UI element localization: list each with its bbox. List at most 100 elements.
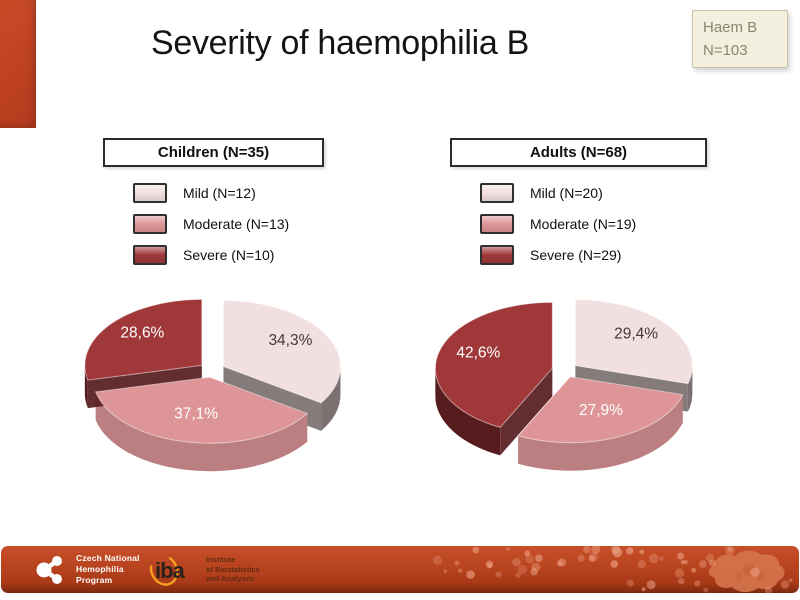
footer-dot — [443, 569, 447, 574]
footer-dot — [727, 547, 733, 552]
severe-swatch — [480, 245, 514, 265]
children-header: Children (N=35) — [103, 138, 324, 167]
adults-header: Adults (N=68) — [450, 138, 707, 167]
legend-label-severe: Severe (N=29) — [530, 247, 622, 263]
footer-dot — [705, 553, 715, 562]
footer-dots-decoration — [432, 546, 793, 593]
moderate-swatch — [133, 214, 167, 234]
iba-line1: Institute — [206, 554, 236, 564]
footer-dot — [699, 560, 707, 568]
badge-line2: N=103 — [703, 41, 748, 59]
legend-row-mild: Mild (N=20) — [480, 183, 636, 203]
footer-dot — [495, 571, 502, 578]
footer-dot — [750, 567, 760, 577]
footer-dot — [558, 558, 566, 567]
footer-dot — [678, 578, 685, 585]
footer-dot — [764, 586, 773, 593]
legend-label-mild: Mild (N=20) — [530, 185, 603, 201]
footer-dot — [626, 579, 634, 587]
svg-text:29,4%: 29,4% — [614, 326, 658, 343]
footer-dot — [641, 587, 646, 592]
footer-dot — [625, 547, 634, 555]
footer-dot — [506, 547, 511, 552]
moderate-swatch — [480, 214, 514, 234]
footer-dot — [780, 580, 790, 589]
footer-dot — [472, 546, 480, 554]
footer-dot — [694, 580, 701, 587]
legend-label-moderate: Moderate (N=13) — [183, 216, 290, 232]
footer-dot — [535, 554, 543, 562]
footer-dot — [457, 568, 463, 574]
legend-row-moderate: Moderate (N=19) — [480, 214, 636, 234]
slide-title: Severity of haemophilia B — [150, 24, 530, 62]
footer-dot — [677, 552, 685, 560]
iba-logo: iba Institute of Biostatistics and Analy… — [149, 550, 260, 590]
adults-legend: Mild (N=20) Moderate (N=19) Severe (N=29… — [480, 183, 636, 276]
legend-row-severe: Severe (N=10) — [133, 245, 289, 265]
footer-dot — [583, 546, 591, 554]
children-legend: Mild (N=12) Moderate (N=13) Severe (N=10… — [133, 183, 289, 276]
cnhp-molecule-icon — [36, 555, 62, 584]
iba-line3: and Analyses — [206, 574, 255, 584]
footer-dot — [577, 554, 585, 562]
legend-label-severe: Severe (N=10) — [183, 247, 275, 263]
footer-dot — [703, 587, 709, 593]
footer-dot — [588, 555, 596, 562]
iba-line2: of Biostatistics — [206, 564, 260, 574]
svg-text:42,6%: 42,6% — [456, 344, 500, 361]
footer-dot — [517, 564, 528, 575]
footer-dot — [637, 560, 646, 569]
footer-dot — [674, 568, 685, 578]
footer-dot — [466, 570, 475, 579]
badge-line1: Haem B — [703, 19, 758, 36]
footer-dot — [454, 560, 460, 566]
footer-dot — [708, 559, 716, 567]
footer-dot — [628, 547, 634, 553]
footer-dot — [610, 560, 618, 568]
iba-wordmark-text: iba — [155, 558, 186, 583]
map-dot — [735, 572, 743, 580]
footer-dot — [485, 560, 494, 568]
footer-dot — [524, 550, 531, 557]
svg-text:28,6%: 28,6% — [120, 325, 164, 342]
legend-row-severe: Severe (N=29) — [480, 245, 636, 265]
footer-dot — [659, 556, 664, 561]
adults-pie-chart: 29,4% 27,9% 42,6% — [434, 299, 693, 471]
svg-text:27,9%: 27,9% — [579, 402, 623, 419]
svg-text:37,1%: 37,1% — [174, 405, 218, 422]
footer-dot — [512, 558, 521, 567]
footer-dot — [525, 554, 535, 564]
haemb-badge: Haem B N=103 — [692, 10, 788, 68]
mild-swatch — [480, 183, 514, 203]
accent-bar — [0, 0, 36, 128]
iba-text: Institute of Biostatistics and Analyses — [206, 555, 260, 584]
footer-bar: Czech National Hemophilia Program iba In… — [1, 546, 799, 593]
footer-dot — [612, 547, 623, 558]
footer-dot — [680, 560, 685, 565]
svg-text:34,3%: 34,3% — [268, 332, 312, 349]
footer-dot — [788, 578, 793, 582]
children-pie-chart: 34,3% 37,1% 28,6% — [84, 298, 341, 472]
footer-dot — [588, 552, 599, 562]
legend-label-moderate: Moderate (N=19) — [530, 216, 637, 232]
footer-dot — [639, 549, 644, 555]
footer-dot — [530, 568, 538, 576]
footer-dot — [591, 546, 601, 554]
severe-swatch — [133, 245, 167, 265]
legend-row-mild: Mild (N=12) — [133, 183, 289, 203]
legend-label-mild: Mild (N=12) — [183, 185, 256, 201]
footer-dot — [432, 555, 443, 565]
mild-swatch — [133, 183, 167, 203]
footer-dot — [691, 567, 697, 573]
cnhp-logo: Czech National Hemophilia Program — [35, 553, 140, 587]
cnhp-line3: Program — [76, 575, 113, 586]
iba-wordmark-icon: iba — [149, 553, 187, 586]
footer-dot — [649, 553, 659, 564]
cnhp-line2: Hemophilia — [76, 563, 124, 574]
footer-dot — [646, 580, 656, 590]
legend-row-moderate: Moderate (N=13) — [133, 214, 289, 234]
footer-dot — [515, 572, 521, 578]
cnhp-text: Czech National Hemophilia Program — [76, 553, 140, 586]
cnhp-line1: Czech National — [76, 552, 140, 563]
